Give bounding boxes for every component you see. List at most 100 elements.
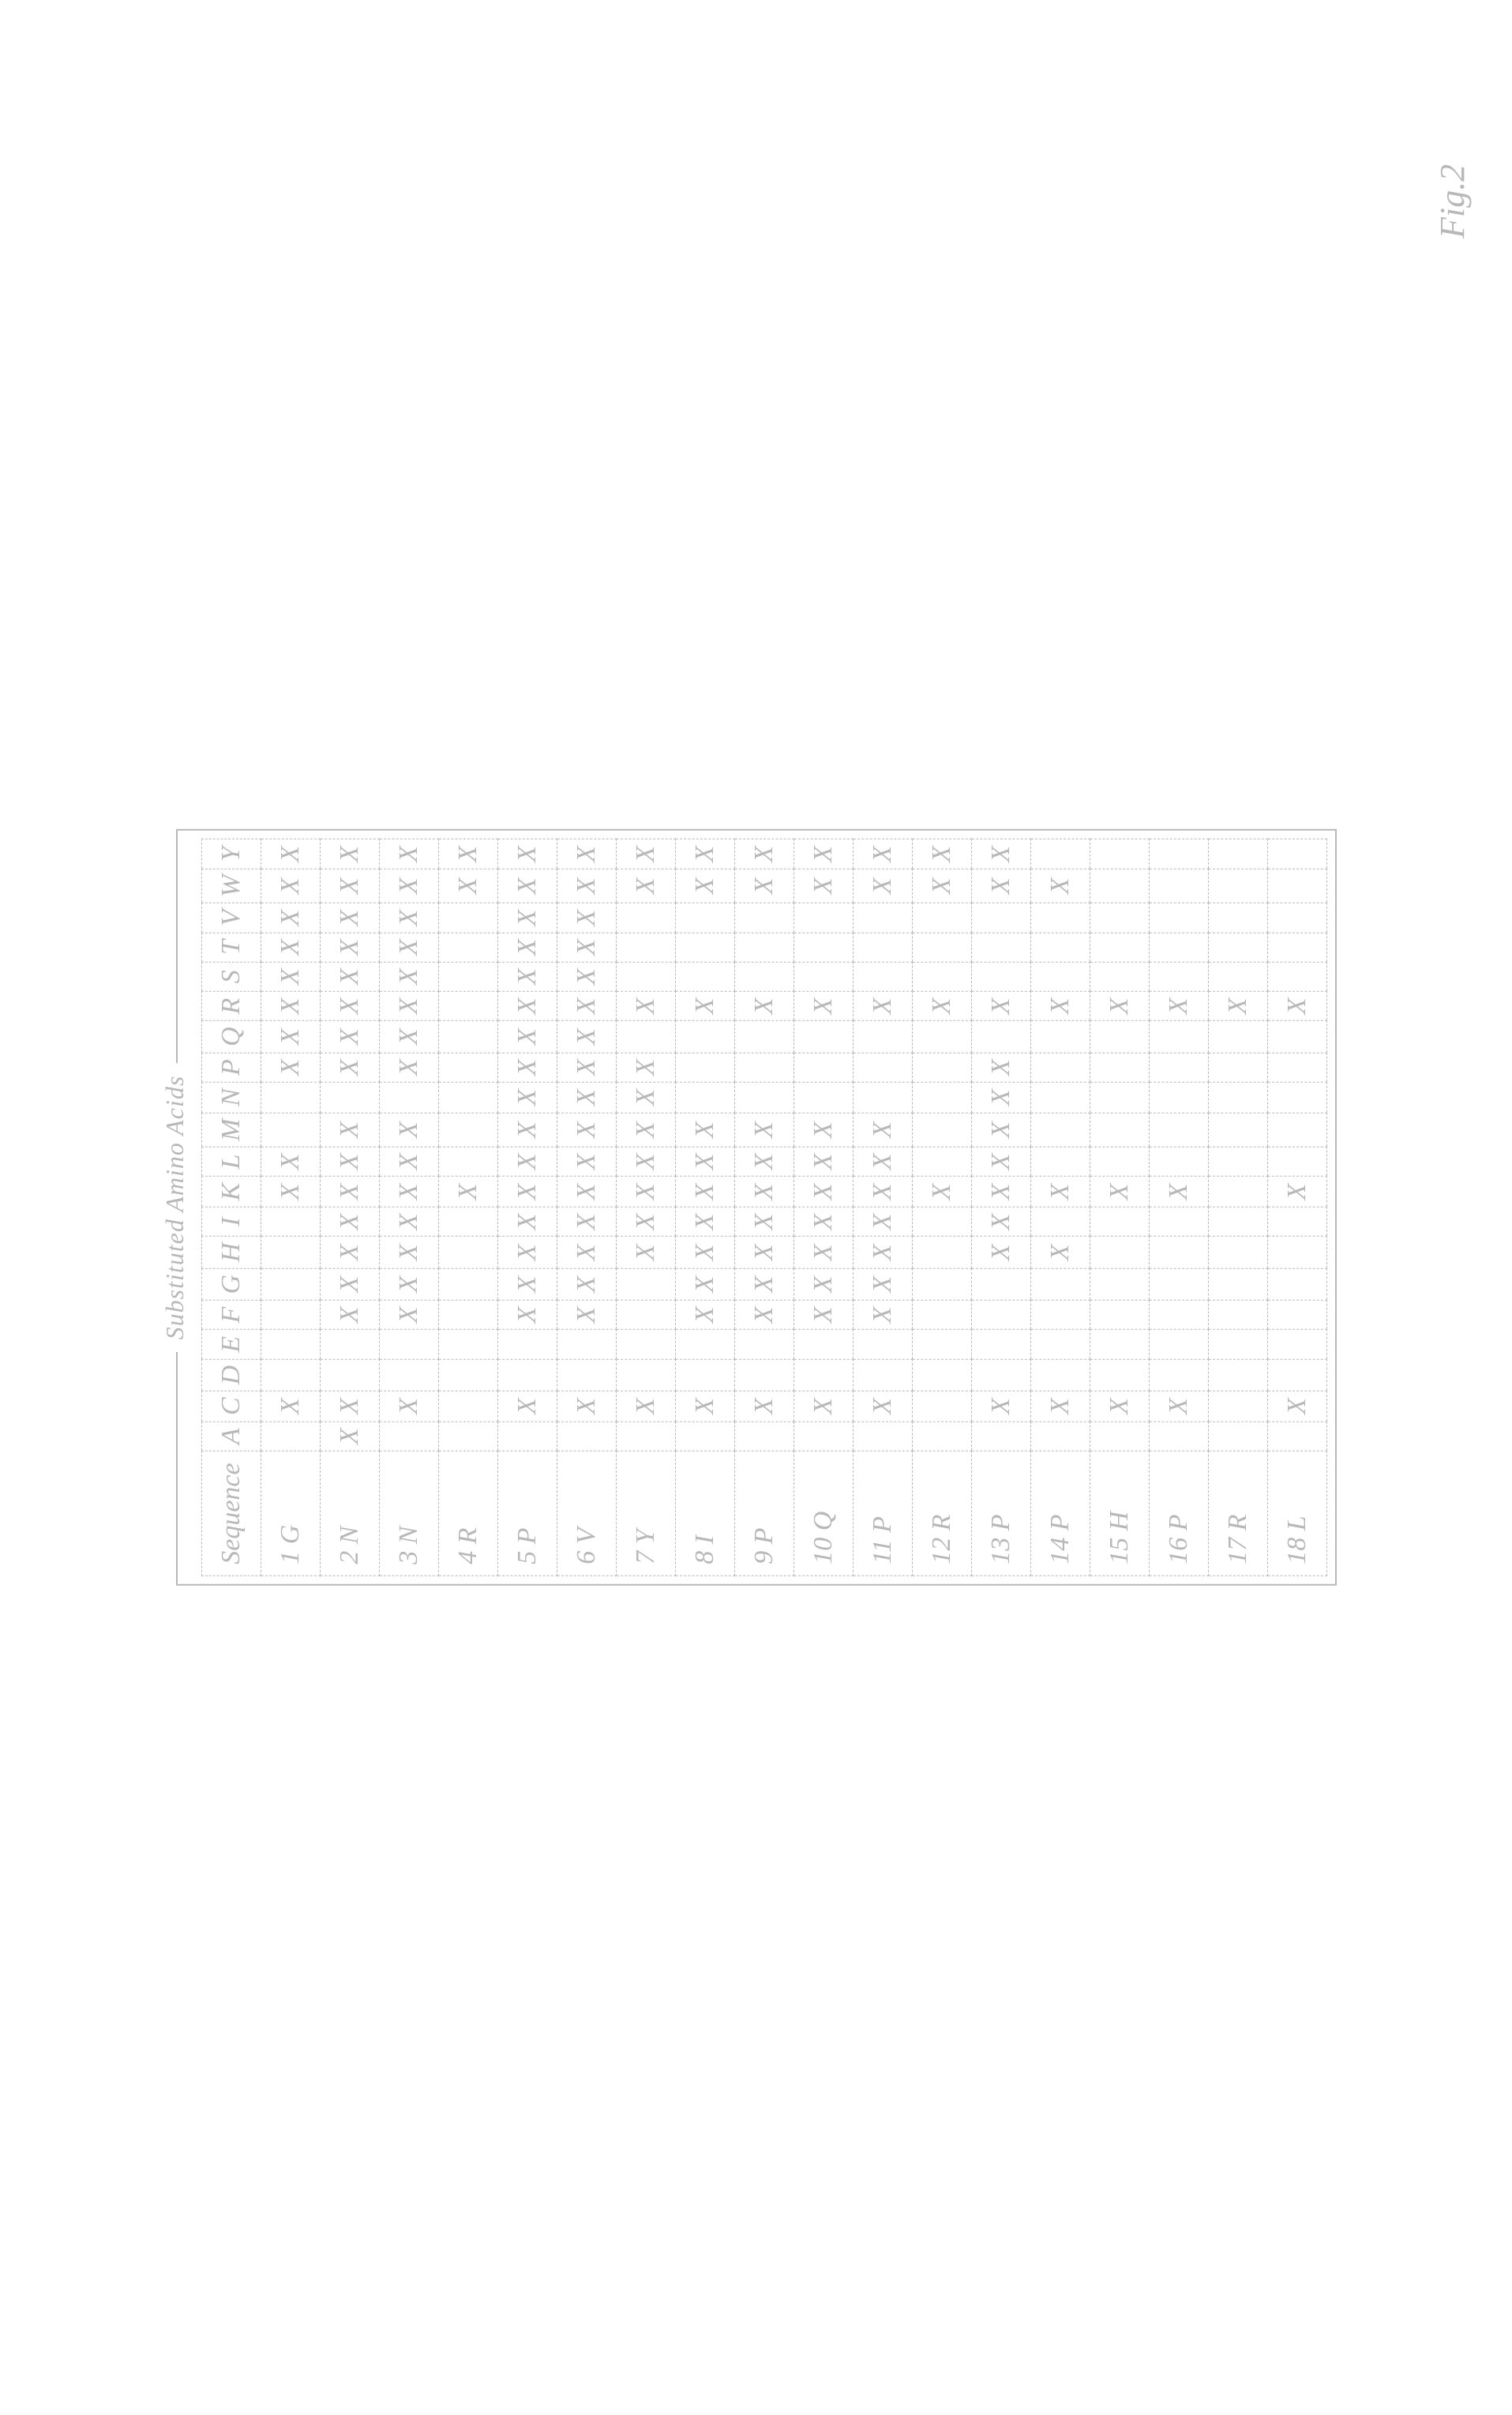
cell [1267,1237,1326,1268]
cell [1149,1268,1208,1300]
cell: X [379,933,438,962]
table-row: 3 NXXXXXXXXXXXXXXXX [379,839,438,1576]
cell [912,1300,971,1329]
cell [1149,1300,1208,1329]
cell [912,1359,971,1391]
cell: X [261,869,320,903]
row-label: 5 P [497,1451,557,1576]
cell: X [675,869,734,903]
header-col-P: P [201,1053,261,1082]
cell [438,1268,497,1300]
row-label: 9 P [734,1451,794,1576]
cell [438,1113,497,1147]
cell: X [557,839,616,869]
cell: X [379,1177,438,1208]
cell [261,1300,320,1329]
cell [438,1053,497,1082]
cell [675,1422,734,1451]
cell [1267,1147,1326,1176]
cell [971,1021,1030,1053]
cell: X [734,991,794,1020]
cell [853,1359,912,1391]
cell [912,1268,971,1300]
cell: X [261,1021,320,1053]
cell [1090,869,1149,903]
cell [734,1359,794,1391]
row-label: 18 L [1267,1451,1326,1576]
cell: X [261,839,320,869]
cell [1090,1207,1149,1236]
cell [912,1021,971,1053]
cell: X [616,1237,675,1268]
cell: X [438,1177,497,1208]
cell [912,1053,971,1082]
cell: X [616,1053,675,1082]
cell [1090,1237,1149,1268]
cell [853,1082,912,1113]
header-col-C: C [201,1391,261,1422]
cell: X [794,1300,853,1329]
cell: X [971,1113,1030,1147]
cell: X [557,933,616,962]
cell: X [261,1053,320,1082]
cell [971,1330,1030,1359]
cell: X [379,1237,438,1268]
cell: X [675,1177,734,1208]
cell [1090,962,1149,991]
cell [1090,1330,1149,1359]
cell: X [853,1113,912,1147]
cell: X [497,839,557,869]
table-row: 14 PXXXXX [1030,839,1090,1576]
cell [1030,1053,1090,1082]
amino-acid-table: SequenceACDEFGHIKLMNPQRSTVWY1 GXXXXXXXXX… [201,839,1327,1576]
cell [1208,1021,1267,1053]
cell: X [320,1021,379,1053]
cell [1090,1082,1149,1113]
cell: X [1267,991,1326,1020]
cell [912,1113,971,1147]
cell [438,1359,497,1391]
cell: X [379,1053,438,1082]
cell: X [379,1207,438,1236]
cell [616,1330,675,1359]
cell [794,1359,853,1391]
cell: X [734,1177,794,1208]
cell: X [320,991,379,1020]
cell [438,1082,497,1113]
cell [912,1082,971,1113]
cell [379,1422,438,1451]
cell [557,1422,616,1451]
cell [438,1207,497,1236]
cell: X [1090,1391,1149,1422]
cell: X [734,1207,794,1236]
cell: X [675,1237,734,1268]
header-col-H: H [201,1237,261,1268]
cell [616,1422,675,1451]
row-label: 12 R [912,1451,971,1576]
cell [1030,1330,1090,1359]
cell [1149,903,1208,933]
cell: X [734,869,794,903]
cell [1030,1147,1090,1176]
cell: X [1030,869,1090,903]
cell: X [438,839,497,869]
cell: X [853,869,912,903]
cell [1149,869,1208,903]
cell [438,933,497,962]
cell [794,903,853,933]
header-col-R: R [201,991,261,1020]
cell [1267,1300,1326,1329]
table-row: 12 RXXXX [912,839,971,1576]
rotated-container: Substituted Amino Acids SequenceACDEFGHI… [176,829,1337,1586]
cell: X [734,1300,794,1329]
cell [320,1082,379,1113]
cell: X [1030,1391,1090,1422]
cell: X [853,1147,912,1176]
cell [1149,1237,1208,1268]
figure-label: Fig.2 [1432,164,1473,238]
cell: X [734,1147,794,1176]
cell [616,1359,675,1391]
cell [261,1082,320,1113]
cell [1149,1330,1208,1359]
cell [261,1113,320,1147]
